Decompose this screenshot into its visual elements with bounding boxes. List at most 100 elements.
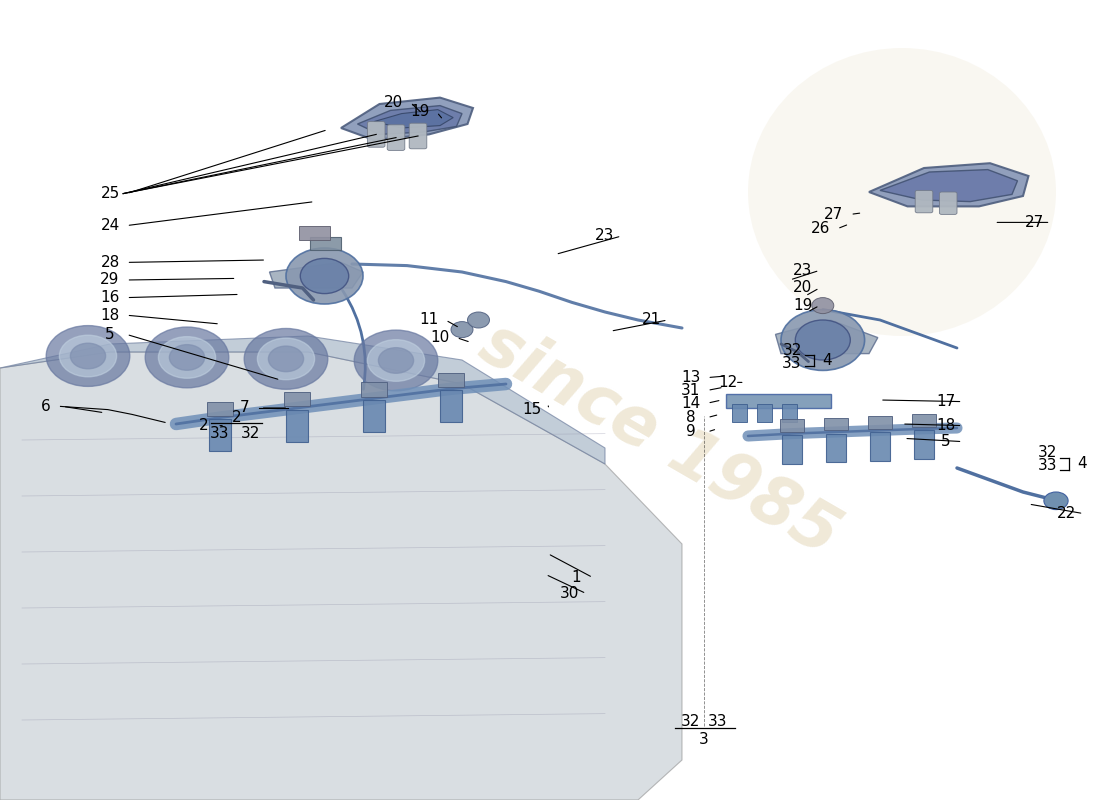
Text: 20: 20: [793, 281, 813, 295]
Ellipse shape: [748, 48, 1056, 336]
FancyBboxPatch shape: [387, 125, 405, 150]
Circle shape: [257, 338, 315, 380]
Text: 4: 4: [823, 354, 832, 368]
Bar: [824, 418, 848, 430]
Polygon shape: [0, 336, 605, 464]
Text: 33: 33: [782, 356, 802, 370]
FancyBboxPatch shape: [409, 123, 427, 149]
Text: 23: 23: [793, 263, 813, 278]
Text: 28: 28: [100, 255, 120, 270]
Text: 5: 5: [942, 434, 950, 449]
Circle shape: [354, 330, 438, 391]
FancyBboxPatch shape: [915, 190, 933, 213]
Circle shape: [812, 298, 834, 314]
Text: 19: 19: [793, 298, 813, 313]
Text: 2: 2: [199, 418, 208, 433]
Text: 23: 23: [595, 229, 615, 243]
Text: 19: 19: [410, 105, 430, 119]
Text: 2: 2: [232, 410, 241, 425]
Bar: [726, 394, 830, 408]
Circle shape: [169, 345, 205, 370]
Polygon shape: [270, 262, 363, 288]
Polygon shape: [358, 106, 462, 134]
Text: 10: 10: [430, 330, 450, 345]
Text: 11: 11: [419, 313, 439, 327]
FancyBboxPatch shape: [367, 122, 385, 147]
Text: 21: 21: [641, 313, 661, 327]
Bar: [209, 419, 231, 451]
Text: 3: 3: [700, 732, 708, 746]
Circle shape: [70, 343, 106, 369]
Circle shape: [781, 310, 865, 370]
Text: 4: 4: [1078, 457, 1087, 471]
Circle shape: [300, 258, 349, 294]
Text: 22: 22: [1057, 506, 1077, 521]
Circle shape: [468, 312, 490, 328]
Circle shape: [367, 340, 425, 382]
Text: since 1985: since 1985: [469, 310, 851, 570]
FancyBboxPatch shape: [939, 192, 957, 214]
Text: 33: 33: [210, 426, 230, 441]
Text: 12: 12: [718, 375, 738, 390]
Text: 30: 30: [560, 586, 580, 601]
Bar: [780, 419, 804, 432]
Text: 14: 14: [681, 396, 701, 410]
Polygon shape: [341, 98, 473, 140]
Text: 32: 32: [241, 426, 261, 441]
Text: 9: 9: [686, 425, 695, 439]
Bar: [868, 416, 892, 429]
Text: 25: 25: [100, 186, 120, 201]
Polygon shape: [776, 320, 878, 354]
Text: 8: 8: [686, 410, 695, 425]
Text: 18: 18: [100, 308, 120, 322]
Bar: [286, 410, 308, 442]
Bar: [732, 404, 747, 422]
Circle shape: [378, 348, 414, 374]
Circle shape: [46, 326, 130, 386]
Circle shape: [286, 248, 363, 304]
Text: 29: 29: [100, 273, 120, 287]
Text: 7: 7: [240, 401, 249, 415]
Bar: [826, 434, 846, 462]
Text: 5: 5: [106, 327, 114, 342]
Polygon shape: [880, 170, 1018, 202]
Bar: [310, 237, 341, 250]
Text: 13: 13: [681, 370, 701, 385]
Bar: [438, 373, 464, 387]
Text: 18: 18: [936, 418, 956, 433]
Text: 32: 32: [1037, 446, 1057, 460]
Polygon shape: [869, 163, 1028, 206]
Bar: [870, 432, 890, 461]
Circle shape: [795, 320, 850, 360]
Text: 24: 24: [100, 218, 120, 233]
Bar: [440, 390, 462, 422]
Text: 26: 26: [811, 222, 830, 236]
Circle shape: [59, 335, 117, 377]
Text: 6: 6: [42, 399, 51, 414]
Polygon shape: [0, 352, 682, 800]
Text: 33: 33: [707, 714, 727, 729]
Bar: [912, 414, 936, 427]
Text: 17: 17: [936, 394, 956, 409]
Text: 1: 1: [572, 570, 581, 585]
Bar: [757, 404, 772, 422]
Polygon shape: [374, 110, 453, 128]
Bar: [363, 400, 385, 432]
Text: 27: 27: [824, 207, 844, 222]
Circle shape: [145, 327, 229, 388]
Bar: [914, 430, 934, 459]
Bar: [361, 382, 387, 397]
Text: 32: 32: [681, 714, 701, 729]
Bar: [207, 402, 233, 416]
Text: 16: 16: [100, 290, 120, 305]
Text: 33: 33: [1037, 458, 1057, 473]
Bar: [782, 404, 797, 422]
Circle shape: [1044, 492, 1068, 510]
Text: 31: 31: [681, 383, 701, 398]
Bar: [782, 435, 802, 464]
Circle shape: [451, 322, 473, 338]
Circle shape: [268, 346, 304, 372]
Text: 27: 27: [1024, 215, 1044, 230]
Bar: [299, 226, 330, 240]
Text: 15: 15: [522, 402, 542, 417]
